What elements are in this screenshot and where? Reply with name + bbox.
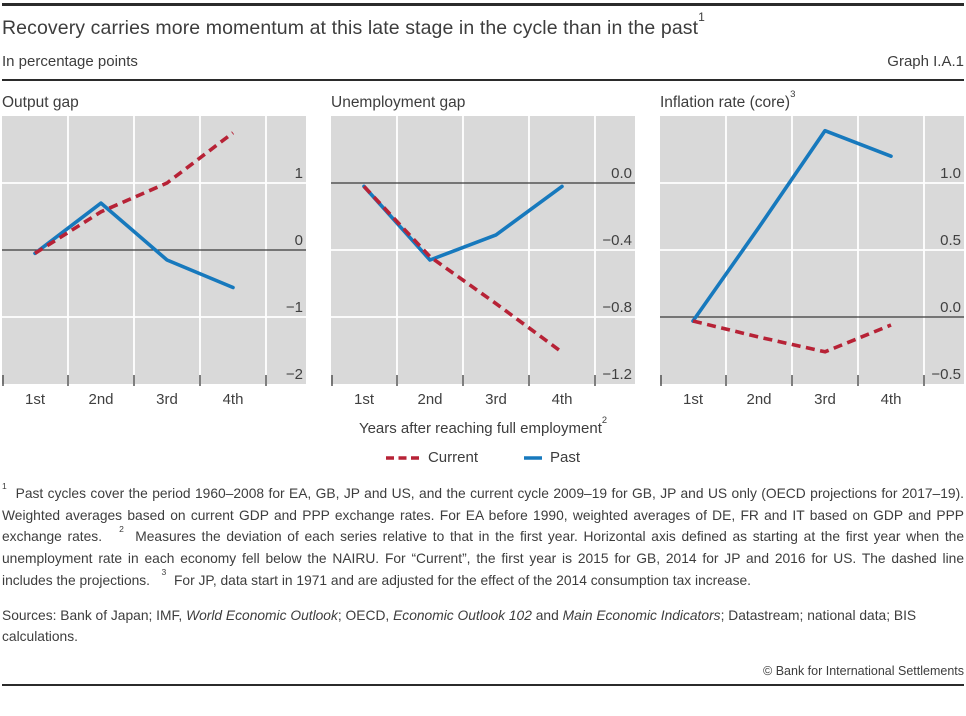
past-line — [691, 128, 893, 323]
x-tick-label: 1st — [683, 391, 704, 408]
output-gap-chart: 1 0 −1 −2 1st 2nd 3rd 4th — [2, 116, 306, 408]
page-title-footnote-marker: 1 — [698, 10, 705, 25]
x-tick-label: 4th — [552, 391, 573, 408]
legend-item-past: Past — [524, 449, 580, 466]
sources: Sources: Bank of Japan; IMF, World Econo… — [2, 607, 917, 645]
x-tick-label: 2nd — [417, 391, 442, 408]
legend: Current Past — [2, 449, 964, 466]
panel-unemployment-gap: Unemployment gap 0.0 −0.4 −0.8 −1.2 1st 2nd 3r… — [331, 94, 635, 408]
x-axis-title: Years after reaching full employment2 — [358, 414, 608, 437]
panel-title: Inflation rate (core)3 — [660, 88, 796, 111]
y-tick-label: −2 — [286, 366, 303, 383]
y-tick-label: −0.5 — [931, 366, 961, 383]
legend-label: Past — [550, 449, 581, 466]
y-tick-label: −0.8 — [602, 299, 632, 316]
y-tick-label: 0.5 — [940, 232, 961, 249]
inflation-rate-chart: 1.0 0.5 0.0 −0.5 1st 2nd 3rd 4th — [660, 116, 964, 408]
charts-row: Output gap 1 0 −1 −2 1st 2nd 3rd 4th Unemployme… — [2, 88, 964, 408]
panel-title: Output gap — [2, 94, 79, 111]
x-tick-label: 4th — [223, 391, 244, 408]
units-label: In percentage points — [2, 53, 138, 70]
y-tick-label: 1.0 — [940, 165, 961, 182]
top-rule — [2, 3, 964, 6]
y-tick-label: 0.0 — [611, 165, 632, 182]
current-line — [34, 131, 235, 255]
unemployment-gap-chart: 0.0 −0.4 −0.8 −1.2 1st 2nd 3rd 4th — [331, 116, 635, 408]
copyright-notice: © Bank for International Settlements — [763, 664, 964, 679]
y-tick-label: −0.4 — [602, 232, 632, 249]
header-divider — [2, 79, 964, 81]
x-tick-label: 2nd — [88, 391, 113, 408]
x-tick-label: 3rd — [814, 391, 836, 408]
past-line — [33, 201, 235, 290]
panel-output-gap: Output gap 1 0 −1 −2 1st 2nd 3rd 4th — [2, 94, 306, 408]
x-tick-label: 4th — [881, 391, 902, 408]
graph-number-label: Graph I.A.1 — [887, 53, 964, 70]
current-line — [362, 185, 564, 354]
footnotes: 1 Past cycles cover the period 1960–2008… — [2, 480, 964, 588]
y-tick-label: 0.0 — [940, 299, 961, 316]
current-swatch-icon — [385, 455, 420, 460]
panel-title: Unemployment gap — [331, 94, 466, 111]
y-tick-label: 0 — [295, 232, 303, 249]
x-tick-label: 3rd — [485, 391, 507, 408]
y-tick-label: −1 — [286, 299, 303, 316]
y-tick-label: 1 — [295, 165, 303, 182]
panel-inflation-rate: Inflation rate (core)3 1.0 0.5 0.0 −0.5 1st 2… — [660, 88, 964, 408]
past-swatch-icon — [524, 455, 542, 460]
x-tick-label: 3rd — [156, 391, 178, 408]
x-tick-label: 2nd — [746, 391, 771, 408]
subtitle-row: In percentage points Graph I.A.1 — [2, 53, 964, 70]
bottom-rule — [2, 684, 964, 687]
page-title: Recovery carries more momentum at this l… — [2, 11, 964, 40]
x-tick-label: 1st — [354, 391, 375, 408]
x-tick-label: 1st — [25, 391, 46, 408]
legend-label: Current — [427, 449, 478, 466]
page-title-text: Recovery carries more momentum at this l… — [2, 17, 699, 39]
y-tick-label: −1.2 — [602, 366, 632, 383]
current-line — [692, 319, 892, 354]
legend-item-current: Current — [385, 449, 478, 466]
